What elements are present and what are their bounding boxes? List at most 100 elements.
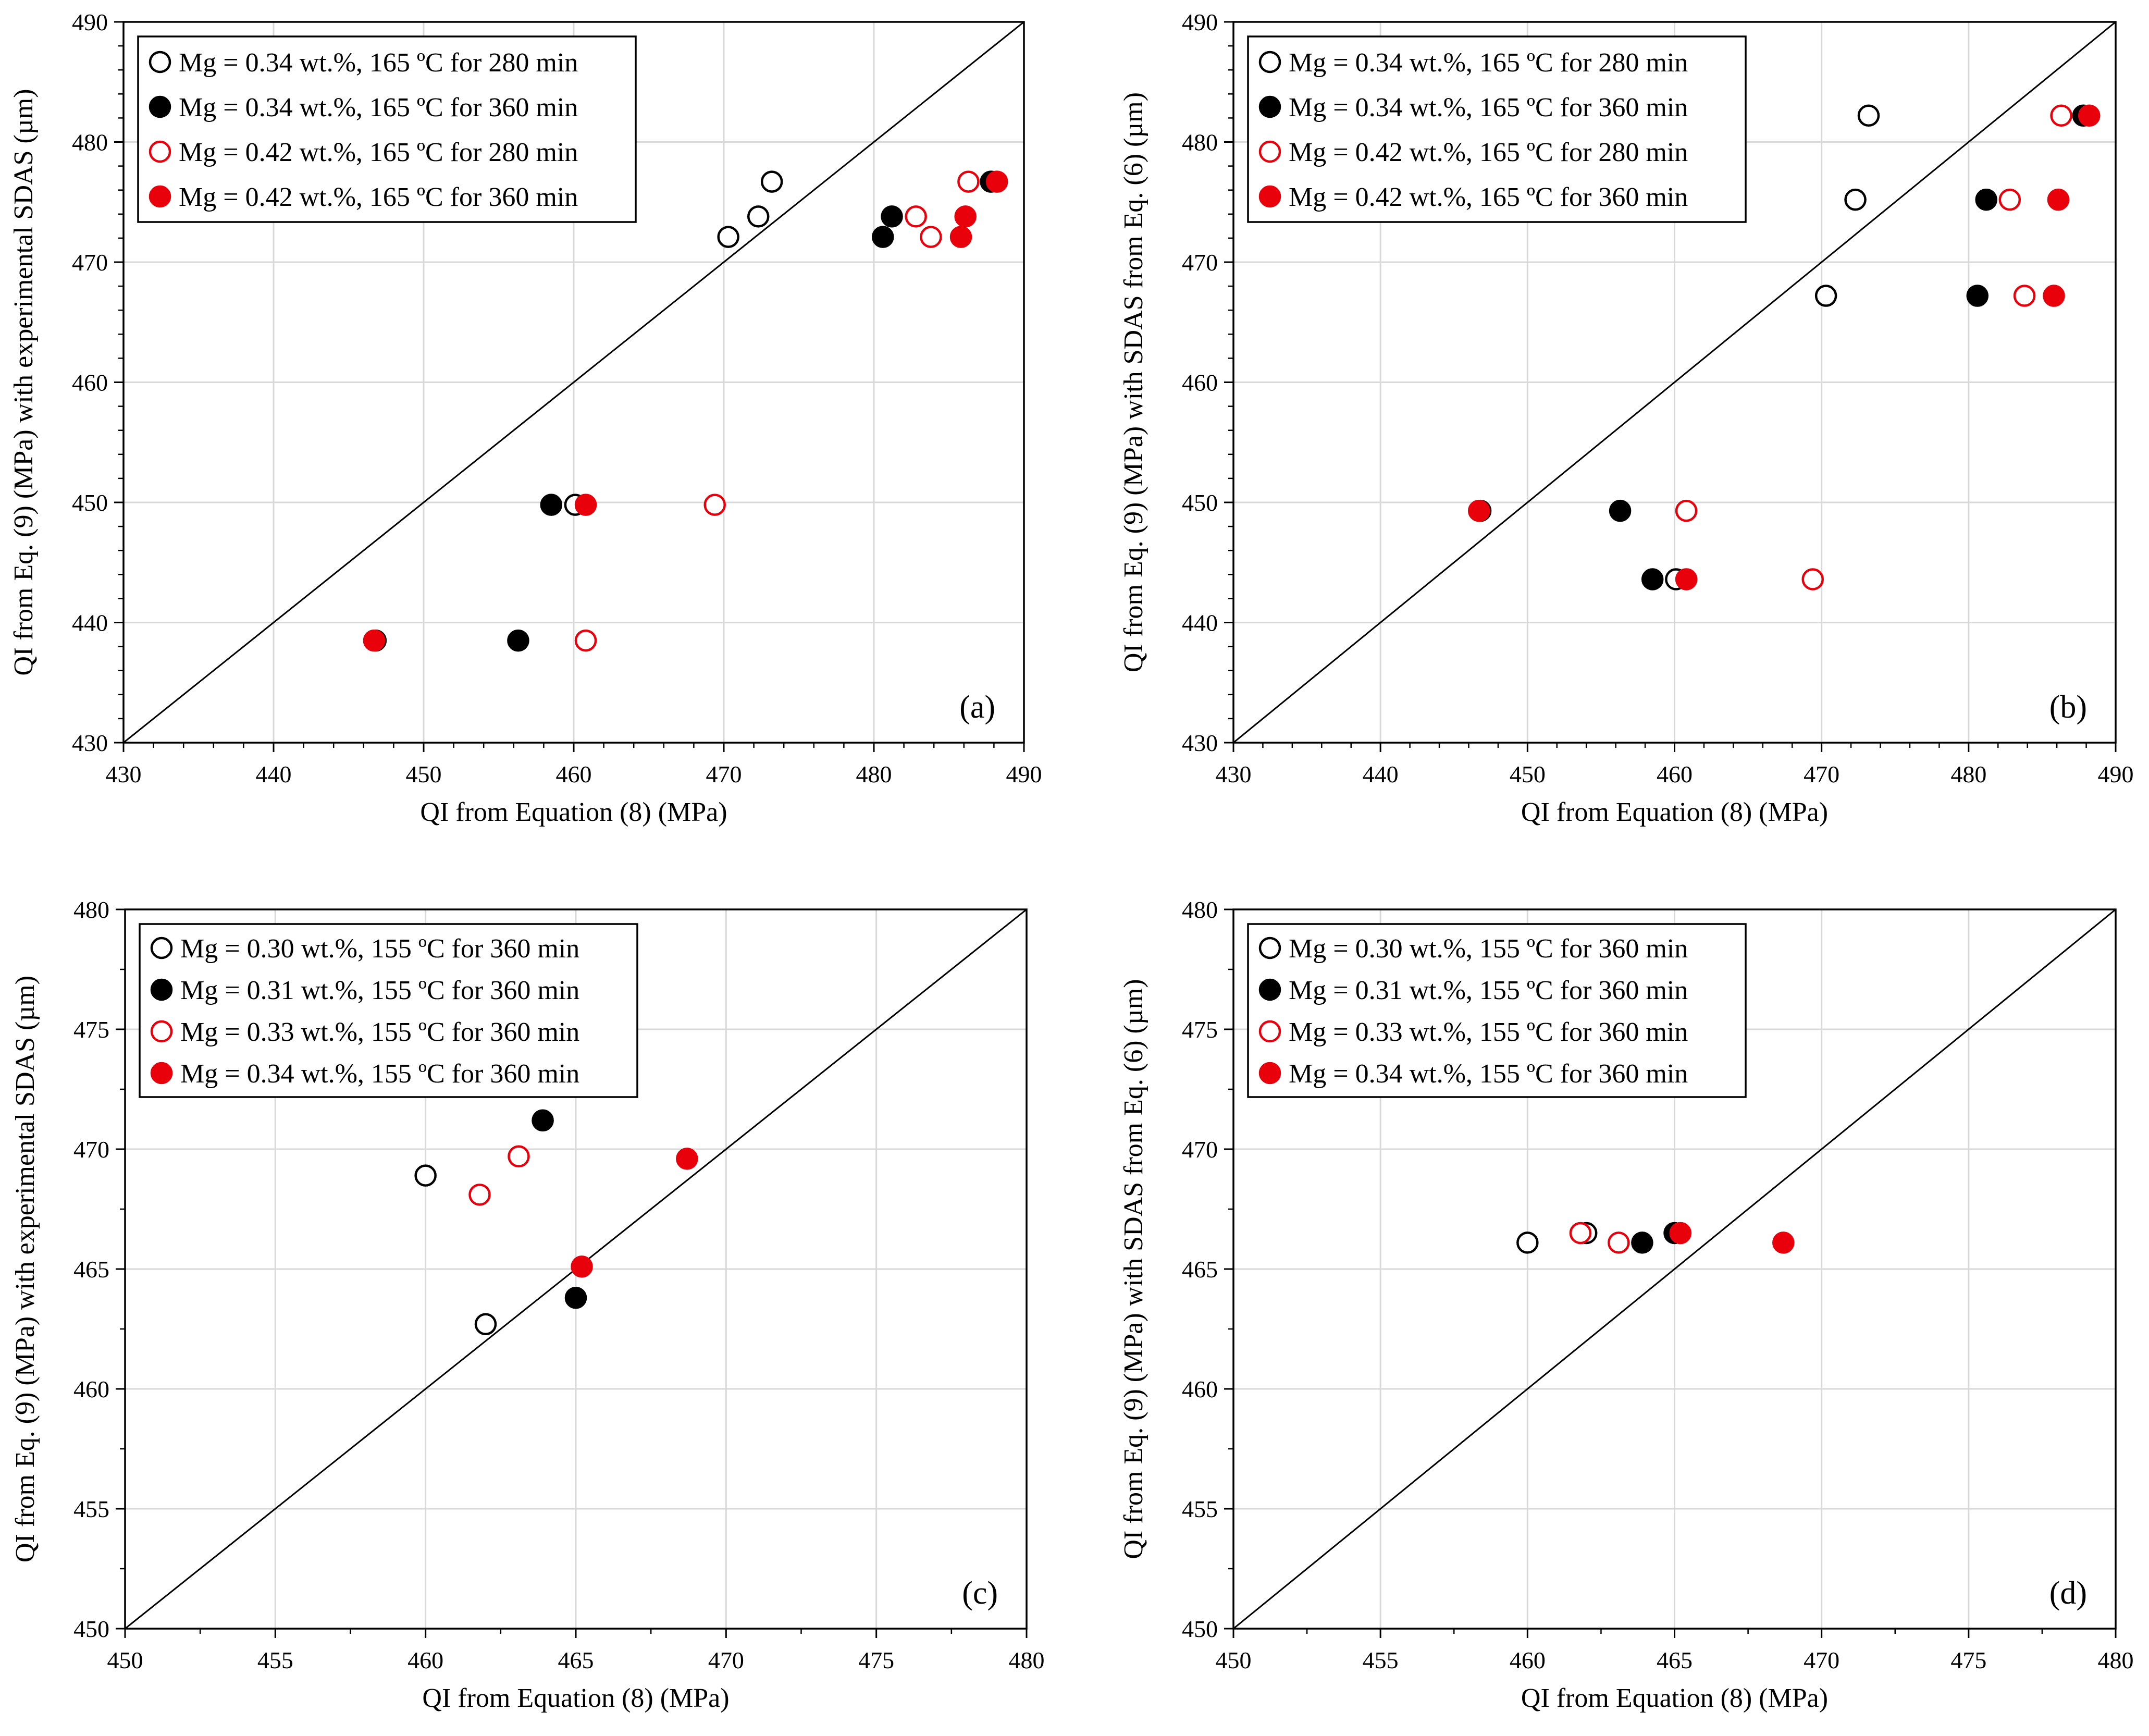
x-tick-label: 470 [706,761,742,787]
x-tick-label: 490 [2098,761,2134,787]
data-point [1675,499,1698,522]
y-tick-label: 480 [73,896,109,923]
legend-marker [1258,1020,1281,1043]
legend-label: Mg = 0.31 wt.%, 155 ºC for 360 min [1289,976,1688,1005]
x-tick-label: 450 [1510,761,1546,787]
legend: Mg = 0.30 wt.%, 155 ºC for 360 min Mg = 0… [139,923,638,1098]
data-point [1857,104,1880,127]
y-tick-label: 450 [1182,1616,1218,1642]
data-point [564,1286,587,1309]
legend-box [139,923,638,1098]
y-tick-label: 430 [1182,730,1218,756]
y-tick-label: 460 [72,370,108,396]
data-point [508,1145,530,1168]
x-tick-label: 460 [1510,1647,1546,1673]
data-point [872,226,894,248]
y-tick-label: 460 [73,1376,109,1402]
x-axis-label: QI from Equation (8) (MPa) [420,797,727,827]
data-point [954,205,977,228]
y-tick-label: 475 [1182,1016,1218,1043]
data-point [1975,188,1997,211]
x-tick-label: 460 [407,1647,443,1673]
x-tick-label: 450 [107,1647,143,1673]
legend-box [137,35,637,223]
legend-marker [149,51,171,73]
data-point [414,1164,437,1187]
data-point [474,1313,497,1336]
series-3 [1569,1222,1630,1254]
legend-label: Mg = 0.30 wt.%, 155 ºC for 360 min [180,934,579,964]
y-tick-label: 440 [72,610,108,636]
data-point [532,1109,554,1132]
legend-marker [1258,140,1281,163]
legend-label: Mg = 0.34 wt.%, 165 ºC for 280 min [179,48,578,78]
chart-panel-c: 450 455 460 465 470 475 480 450 455 460 465 470 475 4… [10,896,1045,1713]
legend-label: Mg = 0.33 wt.%, 155 ºC for 360 min [1289,1017,1688,1047]
legend-box [1247,923,1747,1098]
data-point [747,205,770,228]
legend-marker [149,95,171,118]
legend-marker [1258,51,1281,73]
data-point [1608,1232,1630,1254]
y-tick-label: 460 [1182,370,1218,396]
legend: Mg = 0.34 wt.%, 165 ºC for 280 min Mg = 0… [1247,35,1747,223]
legend-box [1247,35,1747,223]
x-tick-label: 465 [558,1647,594,1673]
panel-label: (a) [959,690,995,725]
data-point [574,494,597,516]
y-tick-label: 450 [73,1616,109,1642]
legend: Mg = 0.30 wt.%, 155 ºC for 360 min Mg = 0… [1247,923,1747,1098]
y-axis-label: QI from Eq. (9) (MPa) with SDAS from Eq.… [1119,979,1148,1559]
y-tick-label: 450 [72,489,108,516]
y-tick-label: 475 [73,1016,109,1043]
panel-label: (d) [2049,1575,2087,1611]
chart-panel-b: 430 440 450 460 470 480 490 430 440 450 460 470 480 4… [1119,9,2134,827]
series-4 [571,1148,698,1278]
identity-line [123,21,1024,744]
x-tick-label: 460 [1657,761,1693,787]
data-point [1998,188,2021,211]
legend-label: Mg = 0.34 wt.%, 165 ºC for 360 min [1289,93,1688,122]
y-tick-label: 465 [1182,1256,1218,1283]
data-point [760,170,783,193]
data-point [985,170,1008,193]
x-tick-label: 470 [1804,1647,1839,1673]
legend-label: Mg = 0.42 wt.%, 165 ºC for 360 min [179,182,578,212]
data-point [574,629,597,652]
x-tick-label: 480 [1950,761,1986,787]
series-3 [468,1145,530,1206]
data-point [905,205,927,228]
y-tick-label: 450 [1182,489,1218,516]
data-point [1641,568,1664,590]
y-tick-label: 465 [73,1256,109,1283]
y-tick-label: 470 [72,249,108,276]
legend-label: Mg = 0.34 wt.%, 165 ºC for 280 min [1289,48,1688,78]
legend-marker [1258,185,1281,208]
x-tick-label: 480 [1009,1647,1045,1673]
legend-marker [1258,1062,1281,1085]
y-tick-label: 440 [1182,610,1218,636]
data-point [920,226,942,248]
legend-marker [150,937,173,959]
data-point [1675,568,1698,590]
series-3 [1675,104,2072,590]
x-tick-label: 480 [2098,1647,2134,1673]
y-tick-label: 430 [72,730,108,756]
data-point [1669,1222,1692,1245]
panel-label: (c) [962,1575,998,1611]
y-tick-label: 470 [73,1136,109,1163]
series-2 [532,1109,587,1309]
legend-marker [150,978,173,1001]
identity-line [1233,21,2116,744]
data-point [507,629,529,652]
y-tick-label: 455 [73,1496,109,1522]
data-point [2050,104,2072,127]
data-point [2078,104,2101,127]
legend-label: Mg = 0.34 wt.%, 155 ºC for 360 min [180,1059,579,1089]
x-tick-label: 450 [406,761,442,787]
data-point [676,1148,698,1170]
x-tick-label: 430 [1216,761,1252,787]
legend-marker [1258,937,1281,959]
data-point [1569,1222,1592,1245]
identity-line [1233,908,2116,1630]
